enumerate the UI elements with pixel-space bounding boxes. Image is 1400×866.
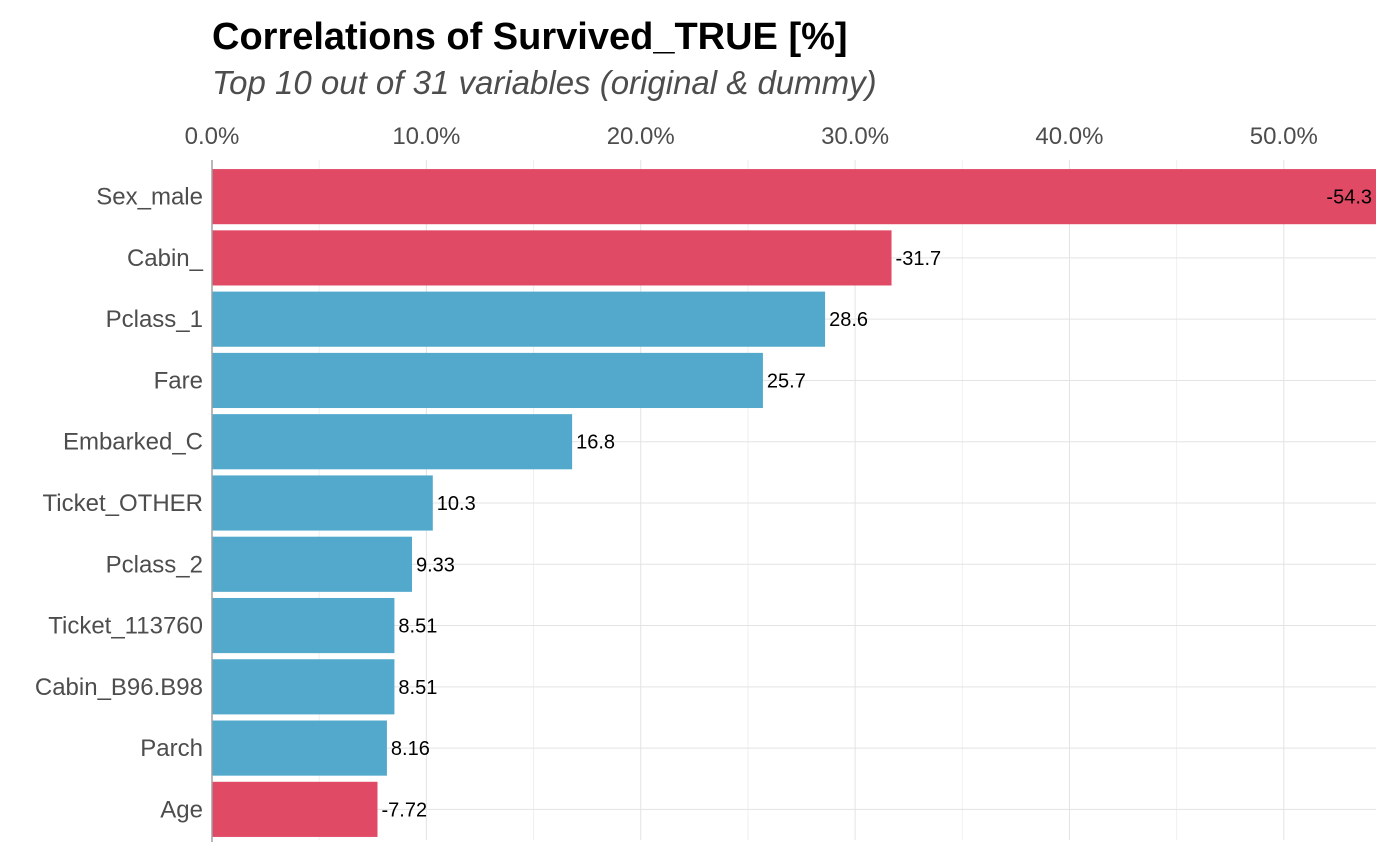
bar (212, 352, 763, 409)
category-label: Cabin_B96.B98 (35, 674, 203, 701)
chart-title: Correlations of Survived_TRUE [%] (212, 16, 848, 58)
category-label: Embarked_C (63, 429, 203, 456)
x-tick-label: 40.0% (1035, 123, 1103, 150)
bar (212, 720, 387, 776)
data-label: 8.16 (391, 738, 430, 760)
category-label: Sex_male (96, 184, 203, 211)
x-tick-label: 50.0% (1250, 123, 1318, 150)
data-label: 25.7 (767, 370, 806, 392)
x-tick-label: 0.0% (185, 123, 240, 150)
category-label: Age (160, 796, 203, 823)
data-label: -31.7 (896, 248, 942, 270)
data-label: 28.6 (829, 309, 868, 331)
category-label: Pclass_1 (106, 306, 203, 333)
x-tick-label: 10.0% (392, 123, 460, 150)
x-tick-label: 20.0% (607, 123, 675, 150)
labels: 0.0% 10.0% 20.0% 30.0% 40.0% 50.0% Sex_male Cab… (35, 123, 1372, 823)
bar (212, 475, 433, 531)
category-label: Fare (154, 367, 203, 394)
data-label: 9.33 (416, 554, 455, 576)
bar (212, 536, 413, 592)
data-label: -7.72 (381, 799, 427, 821)
category-label: Cabin_ (127, 245, 204, 272)
bar (212, 597, 395, 654)
bar (212, 414, 573, 470)
bar (212, 230, 892, 286)
category-label: Ticket_113760 (48, 613, 203, 640)
bar (212, 659, 395, 715)
bar (212, 291, 826, 347)
data-label: 16.8 (576, 432, 615, 454)
chart-subtitle: Top 10 out of 31 variables (original & d… (212, 64, 877, 101)
data-label: 8.51 (398, 616, 437, 638)
category-label: Ticket_OTHER (43, 490, 203, 517)
category-label: Parch (140, 735, 203, 762)
bar (212, 781, 378, 837)
category-label: Pclass_2 (106, 551, 203, 578)
bar (212, 169, 1376, 225)
data-label: -54.3 (1326, 187, 1372, 209)
data-label: 10.3 (437, 493, 476, 515)
bars (212, 169, 1376, 837)
data-label: 8.51 (398, 677, 437, 699)
x-tick-label: 30.0% (821, 123, 889, 150)
